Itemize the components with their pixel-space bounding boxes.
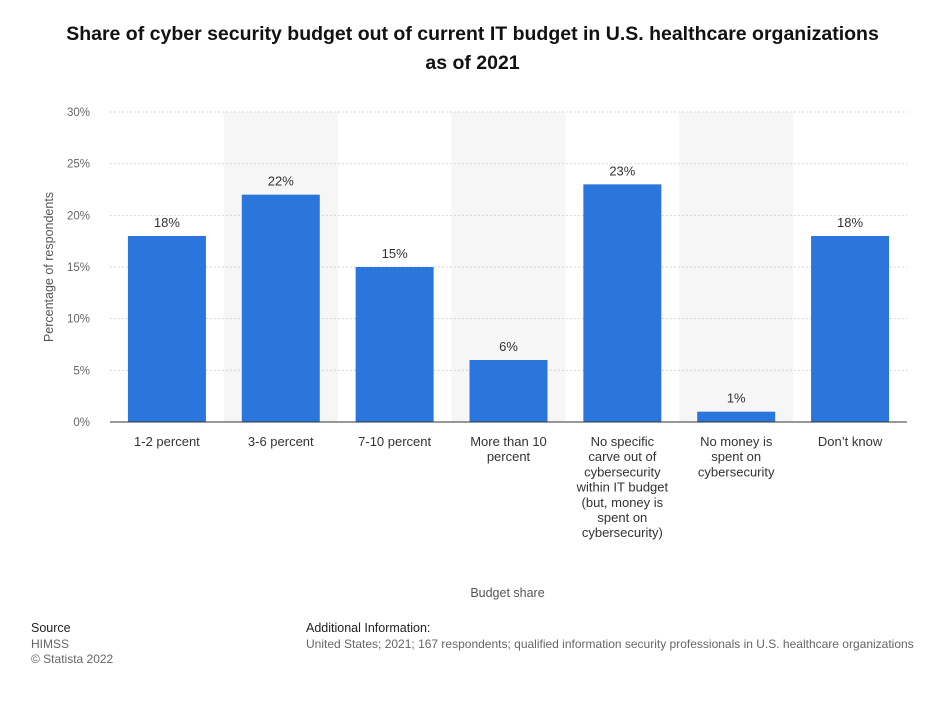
background-band (679, 112, 794, 422)
bar (697, 411, 776, 422)
chart-title: Share of cyber security budget out of cu… (66, 23, 879, 74)
source-heading: Source (31, 621, 71, 635)
x-tick-label: No specific carve out of cybersecurity with… (576, 434, 669, 540)
data-label: 6% (499, 339, 518, 354)
additional-info-text: United States; 2021; 167 respondents; qu… (306, 636, 914, 651)
y-tick-label: 5% (73, 365, 90, 377)
bar-chart: 0% 5% 10% 15% 20% 25% 30% 18% 1-2 percent 22% 3-6 … (42, 107, 907, 600)
bar (583, 184, 662, 422)
data-label: 22% (268, 174, 294, 189)
y-tick-label: 20% (67, 210, 90, 222)
bar (355, 267, 434, 422)
y-tick-label: 15% (67, 262, 90, 274)
y-tick-label: 10% (67, 314, 90, 326)
bar (811, 236, 890, 422)
y-tick-label: 0% (73, 417, 90, 429)
additional-info-heading: Additional Information: (306, 621, 431, 635)
data-label: 23% (609, 163, 635, 178)
source-block: Source HIMSS © Statista 2022 (31, 621, 113, 668)
copyright: © Statista 2022 (31, 652, 114, 666)
data-label: 18% (837, 215, 863, 230)
x-tick-label: 7-10 percent (358, 434, 431, 449)
x-tick-label: Don’t know (818, 434, 883, 449)
additional-info-block: Additional Information: United States; 2… (306, 621, 914, 652)
y-tick-label: 30% (67, 107, 90, 119)
x-tick-label: 3-6 percent (248, 434, 314, 449)
y-tick-label: 25% (67, 159, 90, 171)
x-tick-label: No money is spent on cybersecurity (698, 434, 775, 479)
data-label: 1% (727, 391, 746, 406)
data-label: 15% (382, 246, 408, 261)
x-tick-label: More than 10 percent (470, 434, 547, 464)
bar (469, 360, 548, 422)
bar (241, 194, 320, 422)
source-name: HIMSS (31, 636, 70, 651)
y-axis-title: Percentage of respondents (42, 192, 56, 342)
bar (127, 236, 206, 422)
data-label: 18% (154, 215, 180, 230)
x-axis-title: Budget share (470, 586, 544, 600)
x-tick-label: 1-2 percent (134, 434, 200, 449)
